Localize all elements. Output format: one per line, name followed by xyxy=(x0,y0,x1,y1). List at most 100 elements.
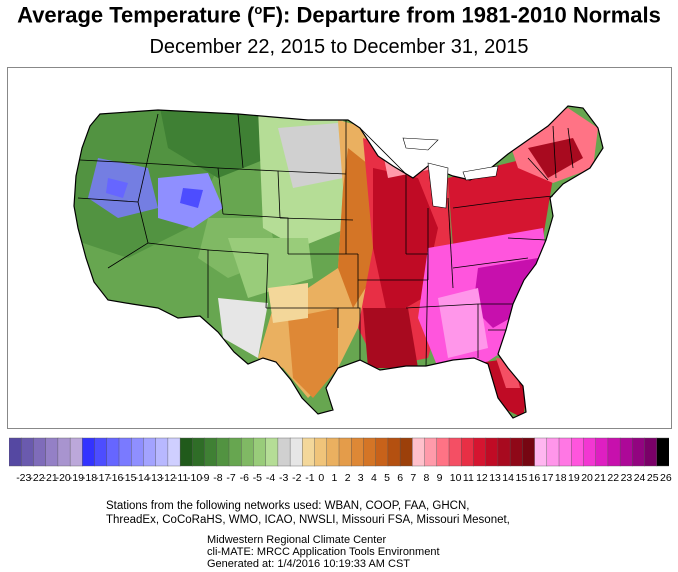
color-scale-label: 7 xyxy=(410,472,417,484)
color-swatch xyxy=(632,437,646,467)
color-swatch xyxy=(436,437,450,467)
color-scale-label: -23 xyxy=(16,472,32,484)
color-swatch xyxy=(82,437,96,467)
color-swatch xyxy=(595,437,609,467)
color-swatch xyxy=(302,437,316,467)
color-scale-label: -3 xyxy=(279,472,289,484)
credit-line-2: cli-MATE: MRCC Application Tools Environ… xyxy=(207,546,440,558)
color-scale-bar xyxy=(9,437,669,467)
color-swatch xyxy=(644,437,658,467)
color-swatch xyxy=(534,437,548,467)
color-swatch xyxy=(583,437,597,467)
credits: Midwestern Regional Climate Center cli-M… xyxy=(207,534,440,570)
color-swatch xyxy=(118,437,132,467)
color-swatch xyxy=(326,437,340,467)
stations-note: Stations from the following networks use… xyxy=(106,499,510,527)
color-swatch xyxy=(45,437,59,467)
color-scale-label: 18 xyxy=(554,472,567,484)
color-scale-label: -18 xyxy=(81,472,98,484)
color-swatch xyxy=(69,437,83,467)
color-scale-label: 9 xyxy=(436,472,443,484)
color-swatch xyxy=(179,437,193,467)
color-scale-label: 6 xyxy=(397,472,404,484)
color-swatch xyxy=(143,437,157,467)
color-scale-label: 19 xyxy=(568,472,580,484)
color-scale-label: 0 xyxy=(318,472,325,484)
color-scale-label: -13 xyxy=(147,472,163,484)
color-scale-label: -5 xyxy=(252,472,263,484)
color-swatch xyxy=(277,437,291,467)
color-swatch xyxy=(167,437,181,467)
color-swatch xyxy=(375,437,389,467)
color-scale-label: 21 xyxy=(594,472,606,484)
credit-line-1: Midwestern Regional Climate Center xyxy=(207,534,387,546)
map-title: Average Temperature (oF): Departure from… xyxy=(17,2,661,28)
color-swatch xyxy=(106,437,120,467)
stations-line-2: ThreadEx, CoCoRaHS, WMO, ICAO, NWSLI, Mi… xyxy=(106,514,510,526)
color-scale-label: 25 xyxy=(646,472,659,484)
color-scale-label: -10 xyxy=(187,472,203,484)
color-swatch xyxy=(94,437,108,467)
color-swatch xyxy=(57,437,71,467)
color-scale-label: 4 xyxy=(371,472,377,484)
color-swatch xyxy=(497,437,511,467)
color-scale-label: 3 xyxy=(357,472,364,484)
color-swatch xyxy=(289,437,303,467)
color-swatch xyxy=(314,437,328,467)
color-swatch xyxy=(131,437,144,467)
color-scale-label: -9 xyxy=(200,472,210,484)
color-swatch xyxy=(558,437,572,467)
color-scale-label: 23 xyxy=(620,472,633,484)
color-swatch xyxy=(9,437,22,467)
color-scale-label: -14 xyxy=(134,472,150,484)
color-swatch xyxy=(656,437,669,467)
color-scale-label: -7 xyxy=(226,472,236,484)
color-swatch xyxy=(448,437,462,467)
color-scale-label: -17 xyxy=(95,472,111,484)
color-scale-label: 20 xyxy=(581,472,593,484)
color-swatch xyxy=(363,437,377,467)
color-scale-labels: -23 -22 -21 -20 -19 -18 -17 -16 -15 -14 -13 -12 -11-… xyxy=(9,472,672,486)
color-swatch xyxy=(607,437,621,467)
color-scale-label: -11 xyxy=(173,472,189,484)
color-scale-label: 26 xyxy=(660,472,672,484)
color-swatch xyxy=(228,437,242,467)
color-scale-label: 15 xyxy=(515,472,528,484)
color-swatch xyxy=(265,437,279,467)
color-scale-label: -21 xyxy=(42,472,58,484)
color-swatch xyxy=(546,437,560,467)
us-temperature-map xyxy=(73,105,604,419)
color-swatch xyxy=(216,437,230,467)
color-swatch xyxy=(571,437,584,467)
color-swatch xyxy=(351,437,364,467)
credit-line-3: Generated at: 1/4/2016 10:19:33 AM CST xyxy=(207,558,411,570)
color-swatch xyxy=(522,437,536,467)
color-scale-label: 22 xyxy=(607,472,620,484)
color-scale-label: 16 xyxy=(528,472,541,484)
color-swatch xyxy=(155,437,169,467)
color-scale-label: 11 xyxy=(462,472,474,484)
color-swatch xyxy=(253,437,267,467)
color-scale-label: -19 xyxy=(68,472,84,484)
map-panel xyxy=(7,67,672,429)
color-swatch xyxy=(338,437,352,467)
color-swatch xyxy=(412,437,426,467)
color-scale-label: 17 xyxy=(541,472,554,484)
color-scale-label: -22 xyxy=(29,472,45,484)
color-scale-label: -8 xyxy=(213,472,223,484)
color-scale-label: -2 xyxy=(292,472,302,484)
color-swatch xyxy=(399,437,413,467)
color-swatch xyxy=(192,437,206,467)
color-swatch xyxy=(387,437,401,467)
color-swatch xyxy=(424,437,438,467)
color-scale-label: -20 xyxy=(55,472,71,484)
color-swatch xyxy=(509,437,523,467)
color-scale-label: -4 xyxy=(265,472,276,484)
stations-line-1: Stations from the following networks use… xyxy=(106,500,470,512)
map-subtitle: December 22, 2015 to December 31, 2015 xyxy=(149,36,529,58)
color-swatch xyxy=(461,437,474,467)
color-scale-label: 12 xyxy=(476,472,488,484)
color-scale-label: 14 xyxy=(502,472,514,484)
color-swatch xyxy=(204,437,218,467)
color-scale-label: 10 xyxy=(449,472,462,484)
